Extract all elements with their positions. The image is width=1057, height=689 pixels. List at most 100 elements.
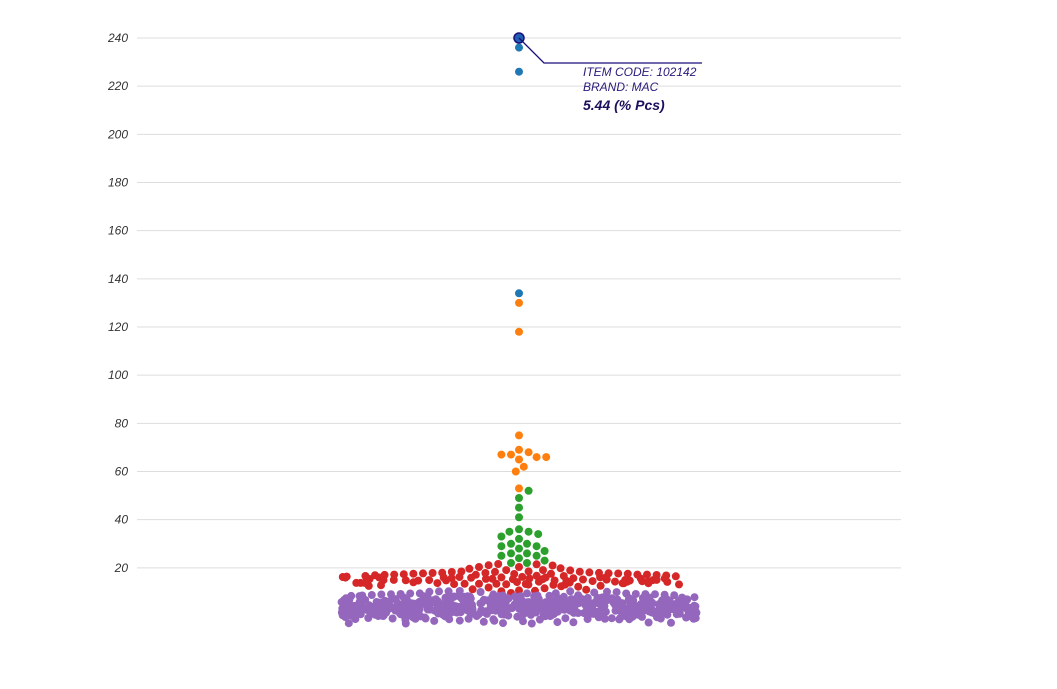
data-point[interactable] <box>602 575 611 584</box>
data-point[interactable] <box>532 560 541 569</box>
data-point[interactable] <box>594 613 603 622</box>
data-point[interactable] <box>542 453 551 462</box>
data-point[interactable] <box>663 577 672 586</box>
data-point[interactable] <box>504 611 513 620</box>
data-point[interactable] <box>482 609 491 618</box>
data-point[interactable] <box>566 566 575 575</box>
data-point[interactable] <box>442 576 451 585</box>
data-point[interactable] <box>524 580 533 589</box>
data-point[interactable] <box>465 564 474 573</box>
data-point[interactable] <box>515 445 523 454</box>
data-point[interactable] <box>447 568 456 576</box>
data-point[interactable] <box>433 579 442 588</box>
data-point[interactable] <box>515 431 523 440</box>
data-point[interactable] <box>497 542 506 551</box>
data-point[interactable] <box>464 614 473 623</box>
data-point[interactable] <box>505 527 514 536</box>
data-point[interactable] <box>689 614 698 623</box>
data-point[interactable] <box>472 612 481 621</box>
data-point[interactable] <box>419 569 427 578</box>
data-point[interactable] <box>401 619 410 628</box>
data-point[interactable] <box>566 587 575 596</box>
data-point[interactable] <box>532 453 541 462</box>
data-point[interactable] <box>644 579 653 588</box>
data-point[interactable] <box>406 589 415 598</box>
data-point[interactable] <box>618 599 627 608</box>
data-point[interactable] <box>490 616 499 625</box>
data-point[interactable] <box>556 564 565 573</box>
data-point[interactable] <box>600 614 609 623</box>
data-point[interactable] <box>344 619 353 628</box>
data-point[interactable] <box>337 598 346 607</box>
data-point[interactable] <box>561 614 570 623</box>
data-point[interactable] <box>574 609 583 617</box>
data-point[interactable] <box>580 609 588 618</box>
data-point[interactable] <box>515 494 523 502</box>
data-point[interactable] <box>352 578 361 587</box>
data-point[interactable] <box>475 579 483 588</box>
data-point[interactable] <box>670 591 679 600</box>
data-point[interactable] <box>507 539 515 548</box>
data-point[interactable] <box>388 614 397 623</box>
data-point[interactable] <box>356 610 365 619</box>
data-point[interactable] <box>387 590 395 599</box>
data-point[interactable] <box>557 582 566 591</box>
data-point[interactable] <box>511 467 520 476</box>
data-point[interactable] <box>508 604 517 613</box>
data-point[interactable] <box>515 289 523 298</box>
data-point[interactable] <box>644 618 653 627</box>
data-point[interactable] <box>409 578 418 587</box>
data-point[interactable] <box>377 590 386 599</box>
data-point[interactable] <box>475 563 483 571</box>
data-point[interactable] <box>502 580 511 589</box>
data-point[interactable] <box>497 551 506 560</box>
data-point[interactable] <box>515 298 523 307</box>
data-point[interactable] <box>476 599 485 608</box>
data-point[interactable] <box>612 588 621 597</box>
data-point[interactable] <box>452 608 461 617</box>
data-point[interactable] <box>421 614 430 623</box>
data-point[interactable] <box>513 612 522 621</box>
data-point[interactable] <box>377 581 385 590</box>
data-point[interactable] <box>467 573 476 582</box>
data-point[interactable] <box>631 590 640 598</box>
data-point[interactable] <box>341 573 350 582</box>
data-point[interactable] <box>515 554 523 563</box>
data-point[interactable] <box>515 563 523 571</box>
data-point[interactable] <box>548 561 557 570</box>
data-point[interactable] <box>585 568 594 577</box>
data-point[interactable] <box>667 618 675 627</box>
data-point[interactable] <box>534 577 543 586</box>
data-point[interactable] <box>515 455 523 464</box>
data-point[interactable] <box>672 610 681 619</box>
data-point[interactable] <box>502 566 511 575</box>
data-point[interactable] <box>583 615 592 624</box>
data-point[interactable] <box>389 575 398 584</box>
data-point[interactable] <box>619 579 628 588</box>
data-point[interactable] <box>455 573 464 581</box>
data-point[interactable] <box>527 619 536 628</box>
data-point[interactable] <box>401 576 410 585</box>
data-point[interactable] <box>575 567 584 576</box>
data-point[interactable] <box>690 593 699 602</box>
data-point[interactable] <box>532 551 541 560</box>
data-point[interactable] <box>479 617 488 626</box>
data-point[interactable] <box>534 530 543 539</box>
data-point[interactable] <box>367 591 376 599</box>
data-point[interactable] <box>524 527 533 536</box>
data-point[interactable] <box>549 580 558 589</box>
data-point[interactable] <box>540 584 549 593</box>
data-point[interactable] <box>524 567 533 576</box>
data-point[interactable] <box>663 610 672 619</box>
data-point[interactable] <box>523 549 531 558</box>
data-point[interactable] <box>513 578 521 587</box>
data-point[interactable] <box>466 594 475 603</box>
data-point[interactable] <box>460 579 469 588</box>
data-point[interactable] <box>596 581 605 590</box>
data-point[interactable] <box>450 580 459 589</box>
data-point[interactable] <box>540 547 549 555</box>
data-point[interactable] <box>588 577 597 586</box>
data-point[interactable] <box>523 589 531 598</box>
data-point[interactable] <box>540 556 549 565</box>
data-point[interactable] <box>481 569 490 577</box>
